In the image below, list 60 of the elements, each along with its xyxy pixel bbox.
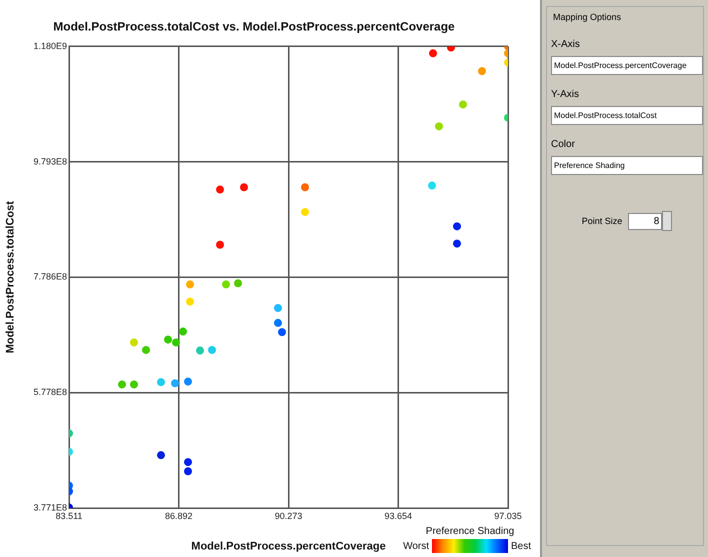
y-axis-title: Model.PostProcess.totalCost — [4, 200, 17, 354]
point — [428, 182, 436, 190]
point — [164, 336, 172, 344]
text: Worst — [403, 540, 430, 552]
text: 8 — [628, 212, 662, 230]
x-tick-label: 93.654 — [384, 510, 412, 521]
point — [118, 380, 126, 388]
point — [208, 346, 216, 354]
text: Mapping Options — [551, 12, 624, 22]
text: Model.PostProcess.totalCost — [551, 106, 703, 125]
text: Y-Axis — [551, 89, 580, 100]
point — [300, 208, 309, 216]
x-tick-label: 90.273 — [274, 510, 302, 521]
point — [429, 49, 438, 58]
point — [274, 318, 282, 327]
point — [453, 240, 462, 248]
y-tick-label: 5.778E8 — [33, 387, 67, 398]
x-tick-label: 86.892 — [164, 510, 193, 521]
color-bar-title: Preference Shading — [426, 526, 514, 537]
x-axis-title: Model.PostProcess.percentCoverage — [191, 540, 386, 552]
point — [222, 280, 230, 288]
point — [184, 467, 192, 476]
y-tick-label: 9.793E8 — [33, 156, 67, 166]
text: Best — [511, 540, 532, 552]
text: Model.PostProcess.percentCoverage — [551, 56, 703, 75]
point — [447, 46, 455, 52]
chart-title: Model.PostProcess.totalCost vs. Model.PostProcess.percentCoverage — [53, 20, 456, 34]
point — [300, 183, 309, 192]
point — [186, 280, 194, 288]
point — [453, 222, 462, 230]
point — [142, 346, 150, 354]
point — [130, 338, 138, 346]
point — [179, 328, 188, 336]
text: Point Size — [582, 216, 622, 226]
point — [184, 458, 192, 466]
y-tick-label: 3.771E8 — [33, 502, 67, 512]
text: Color — [551, 139, 576, 150]
x-tick-label: 97.035 — [494, 510, 522, 521]
point — [156, 451, 165, 460]
point — [459, 100, 468, 108]
point — [434, 122, 443, 130]
point — [278, 328, 286, 336]
point — [172, 338, 180, 346]
point — [274, 304, 282, 312]
y-tick-label: 1.180E9 — [33, 40, 67, 51]
point — [216, 240, 224, 249]
x-tick-label: 83.511 — [56, 510, 82, 521]
point — [130, 380, 138, 388]
point — [234, 279, 242, 288]
point — [186, 298, 194, 306]
point — [240, 183, 248, 192]
point — [478, 67, 486, 76]
text: X-Axis — [551, 39, 581, 50]
y-tick-label: 7.786E8 — [33, 272, 67, 282]
text: Preference Shading — [551, 156, 703, 175]
point — [171, 379, 180, 388]
point — [184, 378, 192, 386]
point — [156, 378, 165, 386]
point — [196, 346, 204, 355]
point — [216, 186, 224, 194]
